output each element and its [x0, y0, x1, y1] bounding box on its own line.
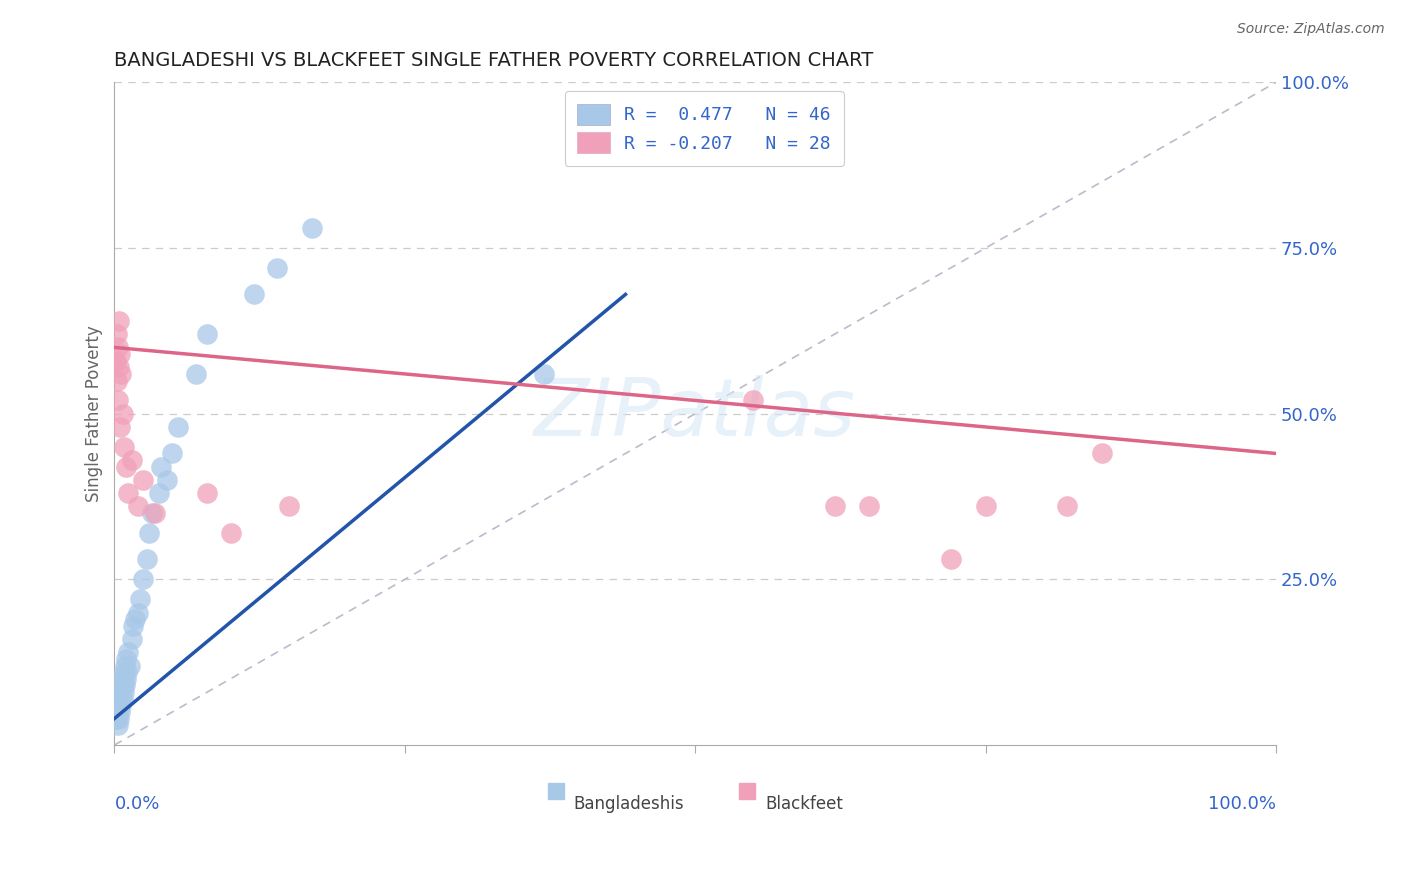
Point [149, 459, 172, 474]
Point [104, 712, 127, 726]
Point [105, 705, 128, 719]
Point [141, 506, 163, 520]
Point [129, 592, 152, 607]
Point [107, 691, 129, 706]
Point [110, 691, 132, 706]
Point [301, 221, 323, 235]
Point [114, 658, 136, 673]
Point [108, 360, 131, 375]
Point [107, 705, 129, 719]
Point [110, 672, 132, 686]
Point [112, 440, 135, 454]
Point [108, 685, 131, 699]
Point [117, 645, 139, 659]
Point [110, 367, 132, 381]
Point [939, 552, 962, 566]
Point [115, 652, 138, 666]
Point [138, 526, 160, 541]
Point [156, 473, 179, 487]
Y-axis label: Single Father Poverty: Single Father Poverty [86, 326, 103, 502]
Point [108, 314, 131, 328]
Point [533, 367, 555, 381]
Point [243, 287, 266, 301]
Point [167, 420, 190, 434]
Point [195, 486, 218, 500]
Point [118, 658, 141, 673]
Point [742, 393, 765, 408]
Text: Bangladeshis: Bangladeshis [574, 795, 683, 813]
Point [143, 506, 166, 520]
Point [974, 500, 997, 514]
Point [107, 340, 129, 354]
Point [195, 327, 218, 342]
Text: Source: ZipAtlas.com: Source: ZipAtlas.com [1237, 22, 1385, 37]
Point [115, 672, 138, 686]
Point [132, 473, 155, 487]
Point [136, 552, 159, 566]
Point [111, 691, 134, 706]
Point [115, 459, 138, 474]
Point [112, 685, 135, 699]
Point [858, 500, 880, 514]
Text: BANGLADESHI VS BLACKFEET SINGLE FATHER POVERTY CORRELATION CHART: BANGLADESHI VS BLACKFEET SINGLE FATHER P… [114, 51, 873, 70]
Point [148, 486, 170, 500]
Point [112, 665, 135, 680]
Point [1091, 446, 1114, 460]
Point [105, 698, 128, 713]
Point [105, 327, 128, 342]
Point [219, 526, 242, 541]
Text: Blackfeet: Blackfeet [765, 795, 842, 813]
Point [122, 619, 145, 633]
Point [108, 712, 131, 726]
Point [127, 500, 149, 514]
Point [108, 698, 131, 713]
Point [110, 698, 132, 713]
Point [266, 260, 288, 275]
Point [114, 678, 136, 692]
Point [111, 407, 134, 421]
Point [105, 374, 128, 388]
Point [824, 500, 846, 514]
Point [110, 678, 132, 692]
Point [124, 612, 146, 626]
Text: 0.0%: 0.0% [114, 795, 160, 813]
Point [107, 393, 129, 408]
Point [115, 665, 138, 680]
Point [121, 632, 143, 646]
Point [1056, 500, 1078, 514]
Point [110, 685, 132, 699]
Point [110, 705, 132, 719]
Point [132, 573, 155, 587]
Point [162, 446, 184, 460]
Point [107, 718, 129, 732]
Text: 100.0%: 100.0% [1208, 795, 1277, 813]
Point [104, 353, 127, 368]
Legend: R =  0.477   N = 46, R = -0.207   N = 28: R = 0.477 N = 46, R = -0.207 N = 28 [565, 91, 844, 166]
Point [111, 678, 134, 692]
Point [121, 453, 143, 467]
Point [277, 500, 299, 514]
Point [110, 420, 132, 434]
Point [110, 347, 132, 361]
Text: ZIP​atlas: ZIP​atlas [534, 375, 856, 453]
Point [127, 606, 149, 620]
Point [117, 486, 139, 500]
Point [184, 367, 207, 381]
